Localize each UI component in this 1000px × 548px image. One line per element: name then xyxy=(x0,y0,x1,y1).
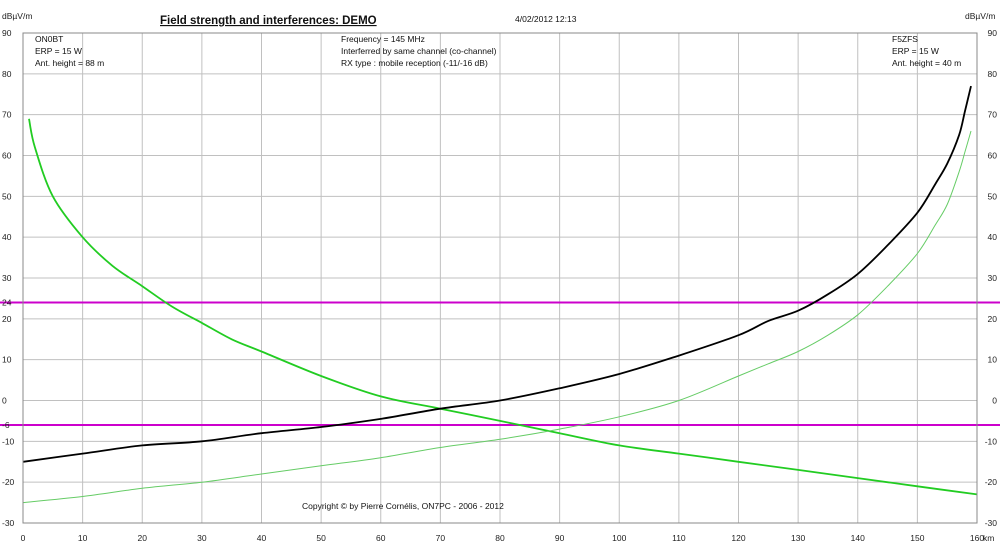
right-station-erp: ERP = 15 W xyxy=(892,46,939,56)
y-tick-label-left: -20 xyxy=(2,477,15,487)
y-tick-label-left: 70 xyxy=(2,110,12,120)
y-tick-label-right: 90 xyxy=(988,28,998,38)
left-station-callsign: ON0BT xyxy=(35,34,63,44)
y-tick-label-right: 70 xyxy=(988,110,998,120)
x-unit-label: km xyxy=(983,533,994,543)
y-tick-label-right: 0 xyxy=(992,396,997,406)
right-station-ant-height: Ant. height = 40 m xyxy=(892,58,961,68)
x-axis-ticks: 0 10 20 30 40 50 60 70 80 90 100 110 120 130 140 150 160 xyxy=(21,533,985,543)
timestamp: 4/02/2012 12:13 xyxy=(515,14,577,24)
series-line-1 xyxy=(28,118,978,496)
y-tick-label-right: 60 xyxy=(988,151,998,161)
y-tick-label-right: 10 xyxy=(988,355,998,365)
y-tick-label-left: 0 xyxy=(2,396,7,406)
series-lines xyxy=(22,85,978,504)
chart-title: Field strength and interferences: DEMO xyxy=(160,15,377,27)
plot-frame xyxy=(22,32,978,524)
y-tick-label-left: -30 xyxy=(2,518,15,528)
rx-type-label: RX type : mobile reception (-11/-16 dB) xyxy=(341,58,488,68)
y-tick-label-left: 60 xyxy=(2,151,12,161)
y-tick-label-left: 10 xyxy=(2,355,12,365)
y-unit-left: dBµV/m xyxy=(2,11,32,21)
x-tick-label: 100 xyxy=(612,533,626,543)
x-tick-label: 70 xyxy=(436,533,446,543)
left-station-ant-height: Ant. height = 88 m xyxy=(35,58,104,68)
frequency-label: Frequency = 145 MHz xyxy=(341,34,425,44)
y-tick-label-left: 30 xyxy=(2,273,12,283)
y-tick-label-right: -10 xyxy=(985,436,998,446)
y-tick-label-right: 50 xyxy=(988,191,998,201)
y-tick-label-left: 50 xyxy=(2,191,12,201)
y-tick-label-left: 80 xyxy=(2,69,12,79)
series-line-3 xyxy=(22,130,972,504)
y-axis-left-ticks: 90 80 70 60 50 40 30 24 20 10 0 -6 -10 -20 -30 xyxy=(2,28,15,528)
x-tick-label: 0 xyxy=(21,533,26,543)
copyright-text: Copyright © by Pierre Cornélis, ON7PC - … xyxy=(302,501,504,511)
y-tick-label-right: -20 xyxy=(985,477,998,487)
x-tick-label: 130 xyxy=(791,533,805,543)
x-tick-label: 10 xyxy=(78,533,88,543)
y-tick-label-right: 80 xyxy=(988,69,998,79)
y-tick-label-left: 40 xyxy=(2,232,12,242)
y-tick-label-right: -30 xyxy=(985,518,998,528)
y-tick-label-right: 20 xyxy=(988,314,998,324)
x-tick-label: 20 xyxy=(138,533,148,543)
x-tick-label: 150 xyxy=(910,533,924,543)
y-unit-right: dBµV/m xyxy=(965,11,995,21)
y-axis-right-ticks: 90 80 70 60 50 40 30 20 10 0 -10 -20 -30 xyxy=(985,28,998,528)
x-tick-label: 60 xyxy=(376,533,386,543)
x-tick-label: 90 xyxy=(555,533,565,543)
x-tick-label: 30 xyxy=(197,533,207,543)
y-tick-label-right: 30 xyxy=(988,273,998,283)
right-station-callsign: F5ZFS xyxy=(892,34,918,44)
y-tick-label-right: 40 xyxy=(988,232,998,242)
series-line-2 xyxy=(22,85,972,463)
x-tick-label: 50 xyxy=(316,533,326,543)
y-tick-label-left: 24 xyxy=(2,298,12,308)
x-tick-label: 40 xyxy=(257,533,267,543)
y-tick-label-left: -10 xyxy=(2,436,15,446)
y-tick-label-left: -6 xyxy=(2,420,10,430)
x-tick-label: 80 xyxy=(495,533,505,543)
x-tick-label: 110 xyxy=(672,533,686,543)
left-station-erp: ERP = 15 W xyxy=(35,46,82,56)
interference-label: Interferred by same channel (co-channel) xyxy=(341,46,497,56)
y-tick-label-left: 90 xyxy=(2,28,12,38)
y-tick-label-left: 20 xyxy=(2,314,12,324)
x-tick-label: 140 xyxy=(851,533,865,543)
x-tick-label: 120 xyxy=(731,533,745,543)
chart-grid xyxy=(23,33,977,523)
x-tick-label: 160 xyxy=(970,533,984,543)
